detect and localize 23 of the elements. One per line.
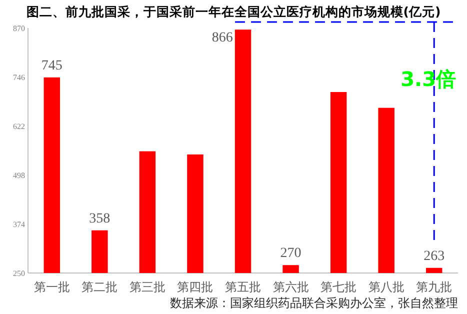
- x-tick-label: 第七批: [320, 280, 357, 294]
- y-tick-label: 498: [13, 171, 25, 180]
- data-label: 745: [41, 58, 62, 74]
- data-label: 866: [212, 30, 233, 46]
- y-tick-label: 250: [13, 269, 25, 278]
- x-tick-label: 第一批: [34, 280, 70, 294]
- x-tick-label: 第八批: [368, 280, 404, 294]
- y-tick-label: 622: [13, 122, 25, 131]
- chart-title: 图二、前九批国采，于国采前一年在全国公立医疗机构的市场规模(亿元): [26, 4, 441, 19]
- x-tick-label: 第二批: [82, 280, 118, 294]
- x-tick-label: 第三批: [129, 280, 166, 294]
- y-tick-label: 870: [13, 24, 25, 33]
- x-tick-label: 第六批: [272, 280, 309, 294]
- source-note: 数据来源：国家组织药品联合采购办公室，张自然整理: [170, 296, 458, 310]
- data-label: 263: [424, 248, 445, 264]
- data-label: 358: [89, 211, 110, 226]
- x-tick-label: 第九批: [416, 280, 452, 294]
- annotation: 3.3倍: [400, 67, 456, 91]
- y-tick-label: 746: [13, 73, 25, 82]
- y-tick-label: 374: [13, 220, 25, 229]
- x-tick-label: 第四批: [177, 280, 214, 294]
- x-tick-label: 第五批: [225, 280, 261, 294]
- data-label: 270: [280, 246, 302, 262]
